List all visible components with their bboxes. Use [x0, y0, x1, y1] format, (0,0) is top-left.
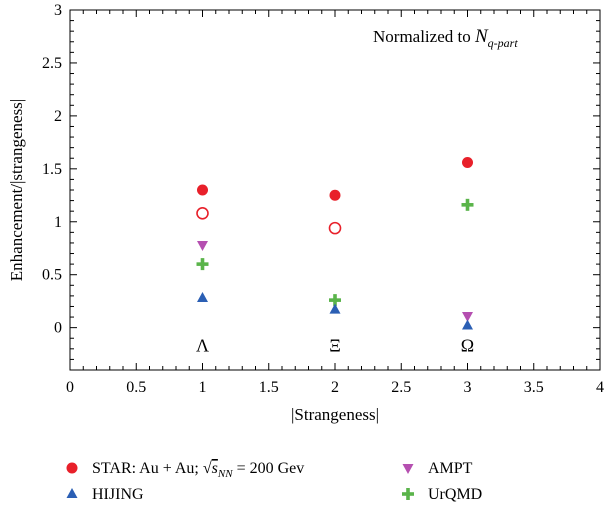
data-point-open-circle — [196, 206, 209, 220]
y-tick-label: 0.5 — [42, 267, 62, 284]
data-point-plus — [196, 258, 209, 271]
normalization-annotation: Normalized to Nq-part — [373, 26, 518, 50]
x-tick-label: 1.5 — [259, 379, 279, 396]
legend-marker-triangle-up — [66, 488, 78, 498]
data-point-triangle-up — [329, 303, 341, 314]
data-point-plus-v — [200, 258, 205, 271]
data-point-plus — [461, 198, 474, 211]
data-point-plus-v — [465, 198, 470, 211]
legend-label-ampt: AMPT — [428, 460, 473, 477]
data-points — [196, 156, 474, 330]
data-point-filled-circle — [329, 189, 341, 201]
legend-label-star: STAR: Au + Au; √sNN = 200 Gev — [92, 460, 304, 480]
legend: STAR: Au + Au; √sNN = 200 Gev AMPT HIJIN… — [66, 460, 482, 503]
y-tick-label: 0 — [54, 320, 62, 337]
data-point-triangle-down — [462, 312, 473, 322]
y-tick-label: 2 — [54, 108, 62, 125]
data-point-filled-circle — [197, 184, 208, 196]
particle-label: Ξ — [329, 336, 341, 356]
legend-markers — [66, 462, 414, 500]
x-tick-label: 4 — [596, 379, 604, 396]
data-point-filled-circle — [462, 156, 473, 168]
x-tick-label: 2.5 — [391, 379, 411, 396]
data-point-triangle-up — [197, 292, 208, 302]
x-tick-label: 0.5 — [126, 379, 146, 396]
legend-marker-filled-circle — [66, 462, 78, 474]
particle-label: Λ — [196, 336, 209, 356]
legend-star-suffix: = 200 Gev — [233, 460, 305, 477]
legend-label-urqmd: UrQMD — [428, 486, 482, 503]
legend-marker-triangle-down — [402, 464, 414, 474]
data-point-triangle-down — [197, 241, 208, 252]
y-axis-title: Enhancement/|strangeness| — [7, 99, 26, 281]
data-point-plus-v — [333, 294, 337, 307]
y-tick-labels: 0 0.5 1 1.5 2 2.5 3 — [42, 2, 62, 337]
y-tick-label: 1 — [54, 214, 62, 231]
data-point-plus — [329, 294, 341, 307]
y-tick-label: 3 — [54, 2, 62, 19]
legend-star-sqrt: √ — [203, 460, 212, 477]
x-tick-label: 2 — [331, 379, 339, 396]
annotation-text: Normalized to — [373, 27, 475, 46]
x-axis-title: |Strangeness| — [291, 405, 379, 424]
legend-marker-plus-v — [406, 488, 410, 500]
legend-label-hijing: HIJING — [92, 486, 144, 503]
y-tick-label: 1.5 — [42, 161, 62, 178]
annotation-symbol: N — [474, 26, 489, 47]
x-tick-label: 1 — [199, 379, 207, 396]
particle-label: Ω — [461, 336, 474, 356]
axis-ticks — [69, 9, 601, 371]
legend-star-prefix: STAR: Au + Au; — [92, 460, 203, 477]
x-tick-label: 3 — [464, 379, 472, 396]
legend-star-sub: NN — [217, 468, 233, 480]
legend-marker-plus — [402, 488, 414, 500]
legend-star-s: s — [212, 460, 218, 477]
annotation-subscript: q-part — [488, 36, 519, 50]
data-point-triangle-up — [462, 319, 473, 330]
data-point-open-circle — [328, 221, 342, 235]
y-tick-label: 2.5 — [42, 55, 62, 72]
x-tick-label: 0 — [66, 379, 74, 396]
x-tick-label: 3.5 — [524, 379, 544, 396]
x-tick-labels: 0 0.5 1 1.5 2 2.5 3 3.5 4 — [66, 379, 604, 396]
